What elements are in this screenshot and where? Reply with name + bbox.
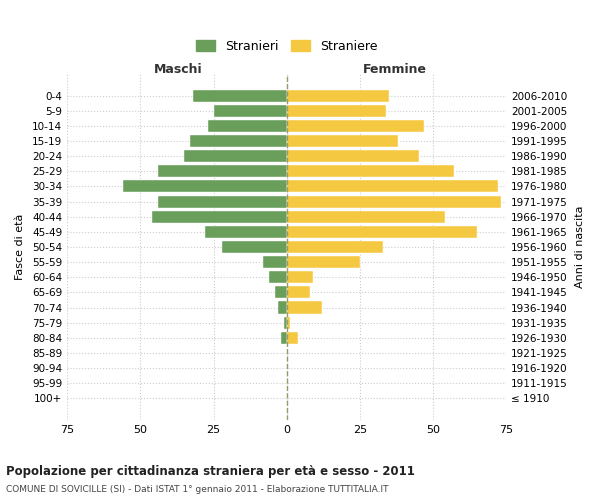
Bar: [208, 120, 287, 132]
Bar: [278, 302, 287, 314]
Bar: [287, 302, 322, 314]
Bar: [287, 165, 454, 177]
Legend: Stranieri, Straniere: Stranieri, Straniere: [191, 35, 382, 58]
Text: Popolazione per cittadinanza straniera per età e sesso - 2011: Popolazione per cittadinanza straniera p…: [6, 465, 415, 478]
Text: Maschi: Maschi: [154, 63, 203, 76]
Bar: [287, 150, 419, 162]
Bar: [287, 241, 383, 253]
Bar: [123, 180, 287, 192]
Bar: [284, 316, 287, 328]
Bar: [281, 332, 287, 344]
Bar: [287, 271, 313, 283]
Bar: [287, 104, 386, 117]
Bar: [287, 286, 310, 298]
Bar: [287, 135, 398, 147]
Bar: [190, 135, 287, 147]
Bar: [287, 180, 497, 192]
Bar: [263, 256, 287, 268]
Text: COMUNE DI SOVICILLE (SI) - Dati ISTAT 1° gennaio 2011 - Elaborazione TUTTITALIA.: COMUNE DI SOVICILLE (SI) - Dati ISTAT 1°…: [6, 485, 389, 494]
Y-axis label: Anni di nascita: Anni di nascita: [575, 206, 585, 288]
Bar: [193, 90, 287, 102]
Y-axis label: Fasce di età: Fasce di età: [15, 214, 25, 280]
Bar: [158, 196, 287, 207]
Bar: [275, 286, 287, 298]
Bar: [223, 241, 287, 253]
Bar: [287, 210, 445, 222]
Bar: [205, 226, 287, 238]
Bar: [287, 90, 389, 102]
Bar: [287, 120, 424, 132]
Bar: [287, 316, 290, 328]
Bar: [152, 210, 287, 222]
Bar: [269, 271, 287, 283]
Bar: [287, 226, 477, 238]
Bar: [214, 104, 287, 117]
Bar: [184, 150, 287, 162]
Bar: [287, 196, 500, 207]
Bar: [287, 332, 298, 344]
Bar: [287, 256, 360, 268]
Text: Femmine: Femmine: [363, 63, 427, 76]
Bar: [158, 165, 287, 177]
